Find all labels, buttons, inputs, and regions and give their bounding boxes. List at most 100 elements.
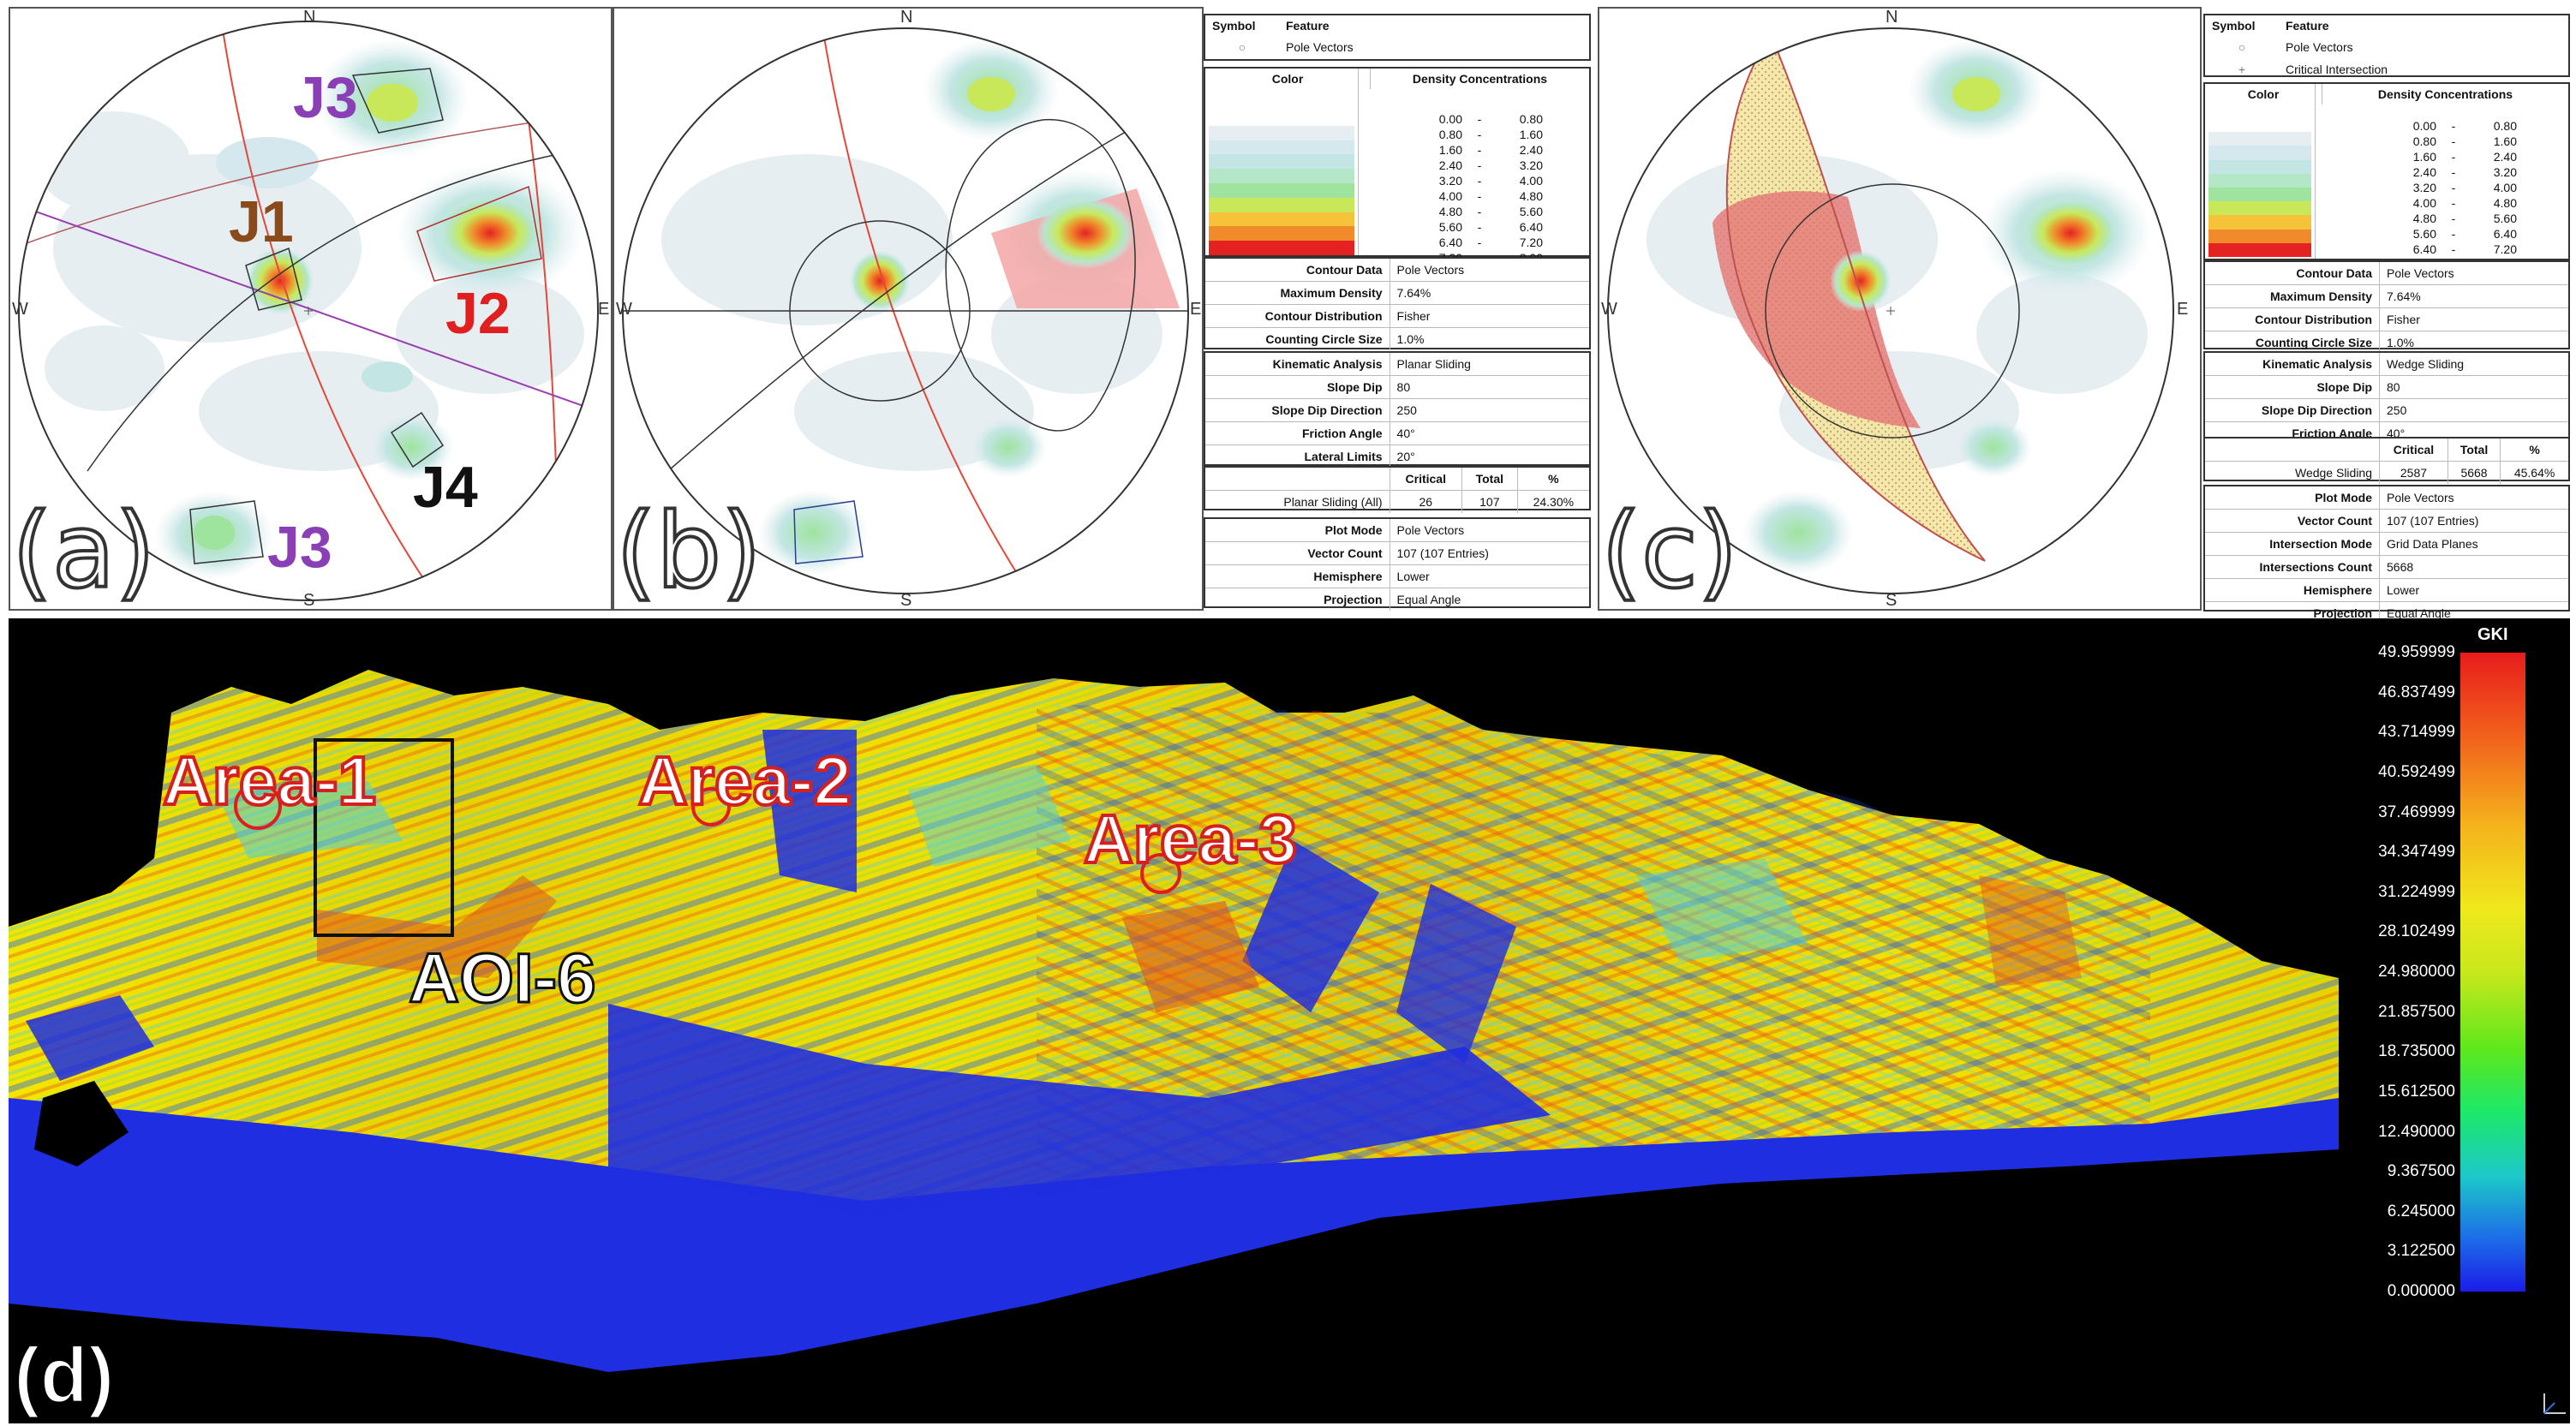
kv-key: Plot Mode <box>2205 486 2381 510</box>
density-range-row: 1.60 - 2.40 <box>1411 142 1548 158</box>
kv-key: Slope Dip <box>2205 375 2381 399</box>
critical-intersection-symbol-icon: + <box>2238 63 2246 76</box>
compass-north: N <box>900 8 913 27</box>
density-range-row: 2.40 - 3.20 <box>1411 158 1548 173</box>
kv-key: Intersection Mode <box>2205 532 2381 556</box>
density-ranges-c: 0.00-0.80 0.80-1.60 1.60-2.40 2.40-3.20 3.20… <box>2385 118 2522 272</box>
density-swatch <box>1209 212 1354 227</box>
kv-key: Slope Dip Direction <box>2205 398 2381 422</box>
density-swatch <box>1209 125 1354 140</box>
kv-key: Contour Data <box>1205 259 1390 282</box>
range-from: 6.40 <box>1438 236 1462 249</box>
range-to: 1.60 <box>1519 128 1543 141</box>
density-swatch <box>1209 226 1354 242</box>
total-count: 5668 <box>2447 461 2501 484</box>
kv-row: Contour Data Pole Vectors <box>1205 259 1589 282</box>
density-swatch <box>1209 140 1354 155</box>
stereonet-a-graphic <box>18 21 599 601</box>
range-from: 5.60 <box>2412 227 2436 241</box>
kv-value: 7.64% <box>2379 284 2568 308</box>
total-header: Total <box>2447 439 2501 462</box>
range-from: 0.80 <box>2412 134 2436 148</box>
density-swatch <box>2208 132 2311 146</box>
area-3-label: Area-3 <box>1082 801 1299 877</box>
kv-row: Vector Count 107 (107 Entries) <box>1205 541 1589 565</box>
joint-label-j4: J4 <box>413 455 478 520</box>
area-2-label: Area-2 <box>637 743 853 819</box>
density-range-row: 4.00 - 4.80 <box>2385 195 2522 211</box>
density-header: Density Concentrations <box>2377 87 2513 101</box>
legend-table-c: Symbol Feature ○ Pole Vectors + Critical In… <box>2203 14 2570 77</box>
kv-value: 1.0% <box>1390 327 1589 350</box>
total-count: 107 <box>1461 490 1518 513</box>
range-sep: - <box>1477 220 1482 234</box>
range-sep: - <box>2451 242 2456 256</box>
kv-row: Plot Mode Pole Vectors <box>2205 486 2568 510</box>
compass-south: S <box>900 591 912 610</box>
kv-key: Maximum Density <box>1205 281 1390 305</box>
kv-key: Vector Count <box>1205 541 1390 565</box>
density-range-row: 2.40 - 3.20 <box>2385 164 2522 180</box>
plot-table-c: Plot Mode Pole Vectors Vector Count 107 (10… <box>2203 485 2570 624</box>
density-swatch <box>2208 215 2311 230</box>
legend-critical-intersection: Critical Intersection <box>2286 63 2388 76</box>
gki-tick-label: 34.347499 <box>2378 843 2455 862</box>
compass-west: W <box>12 300 28 319</box>
panel-letter-d: (d) <box>12 1332 115 1419</box>
density-color-swatches <box>1209 111 1354 255</box>
kv-row: Counting Circle Size 1.0% <box>1205 327 1589 350</box>
range-from: 2.40 <box>1438 158 1462 172</box>
range-to: 1.60 <box>2493 134 2517 148</box>
kv-value: 80 <box>1390 375 1589 399</box>
critical-row-name: Planar Sliding (All) <box>1205 490 1390 513</box>
kv-value: Wedge Sliding <box>2387 357 2465 371</box>
range-sep: - <box>1477 205 1482 218</box>
kv-key: Friction Angle <box>1205 421 1390 445</box>
critical-row-name: Wedge Sliding <box>2205 461 2380 484</box>
color-header: Color <box>1205 69 1371 89</box>
pointcloud-panel-d: Area-1 Area-2 Area-3 AOI-6 (d) GKI 49.95… <box>9 618 2570 1423</box>
critical-percent: 24.30% <box>1516 490 1589 513</box>
kv-value: 250 <box>2379 398 2568 422</box>
kv-key: Contour Data <box>2205 262 2381 285</box>
kv-key: Counting Circle Size <box>2205 331 2381 354</box>
range-to: 5.60 <box>2493 212 2517 225</box>
contour-table-b: Contour Data Pole Vectors Maximum Density 7… <box>1204 257 1591 350</box>
range-sep: - <box>1477 174 1482 188</box>
critical-header: Critical <box>1389 468 1462 491</box>
kv-key: Hemisphere <box>2205 578 2381 602</box>
kv-row: Friction Angle 40° <box>1205 421 1589 445</box>
kv-row: Intersections Count 5668 <box>2205 555 2568 579</box>
feature-header: Feature <box>2286 19 2329 33</box>
density-table-b: Color Density Concentrations 0.00-0.80 0.8… <box>1204 67 1591 265</box>
gki-tick-label: 6.245000 <box>2387 1202 2455 1220</box>
range-sep: - <box>1477 143 1482 157</box>
gki-colorbar-title: GKI <box>2477 625 2508 644</box>
density-swatch <box>1209 197 1354 212</box>
range-sep: - <box>1477 189 1482 203</box>
range-to: 4.00 <box>2493 181 2517 194</box>
kv-row: Hemisphere Lower <box>2205 578 2568 602</box>
kv-value: 107 (107 Entries) <box>1390 541 1589 565</box>
density-range-row: 0.00 - 0.80 <box>2385 118 2522 134</box>
density-table-c: Color Density Concentrations 0.00-0.80 0.8… <box>2203 82 2570 271</box>
kv-value: 20° <box>1390 445 1589 468</box>
kv-row: Lateral Limits 20° <box>1205 445 1589 468</box>
compass-east: E <box>1190 300 1202 319</box>
aoi-6-label: AOI-6 <box>408 940 598 1017</box>
density-range-row: 3.20 - 4.00 <box>2385 180 2522 195</box>
range-to: 3.20 <box>2493 165 2517 179</box>
range-to: 7.20 <box>1519 236 1543 249</box>
kv-row: Contour Distribution Fisher <box>1205 304 1589 328</box>
range-sep: - <box>2451 212 2456 225</box>
kv-row: Contour Distribution Fisher <box>2205 307 2568 331</box>
percent-header: % <box>1516 468 1589 491</box>
kv-value: Fisher <box>1390 304 1589 328</box>
kv-value: 1.0% <box>2379 331 2568 354</box>
kv-key: Slope Dip Direction <box>1205 398 1390 422</box>
stereonet-panel-c: N S E W (c) <box>1598 7 2202 611</box>
gki-tick-label: 40.592499 <box>2378 762 2455 781</box>
density-swatch <box>2208 118 2311 133</box>
range-sep: - <box>2451 196 2456 210</box>
range-to: 0.80 <box>2493 119 2517 133</box>
